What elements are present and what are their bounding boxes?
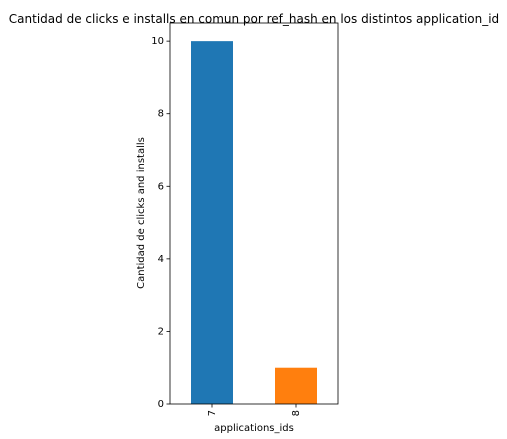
y-tick-label: 8: [158, 109, 164, 120]
x-tick-label: 7: [207, 410, 218, 416]
y-tick-label: 2: [158, 326, 164, 337]
plot-area: [191, 41, 317, 405]
x-tick-label: 8: [291, 410, 302, 416]
bar-7: [191, 41, 233, 405]
y-tick-label: 6: [158, 181, 164, 192]
plot-frame: [169, 22, 339, 405]
y-tick-label: 4: [158, 254, 164, 265]
y-tick-label: 0: [158, 399, 164, 410]
y-tick-label: 10: [151, 36, 164, 47]
bar-8: [275, 367, 317, 404]
chart-title: Cantidad de clicks e installs en comun p…: [9, 12, 499, 26]
x-axis-label: applications_ids: [214, 423, 294, 434]
y-axis-label: Cantidad de clicks and installs: [136, 137, 147, 289]
y-axis: 0 2 4 6 8 10: [151, 36, 170, 410]
